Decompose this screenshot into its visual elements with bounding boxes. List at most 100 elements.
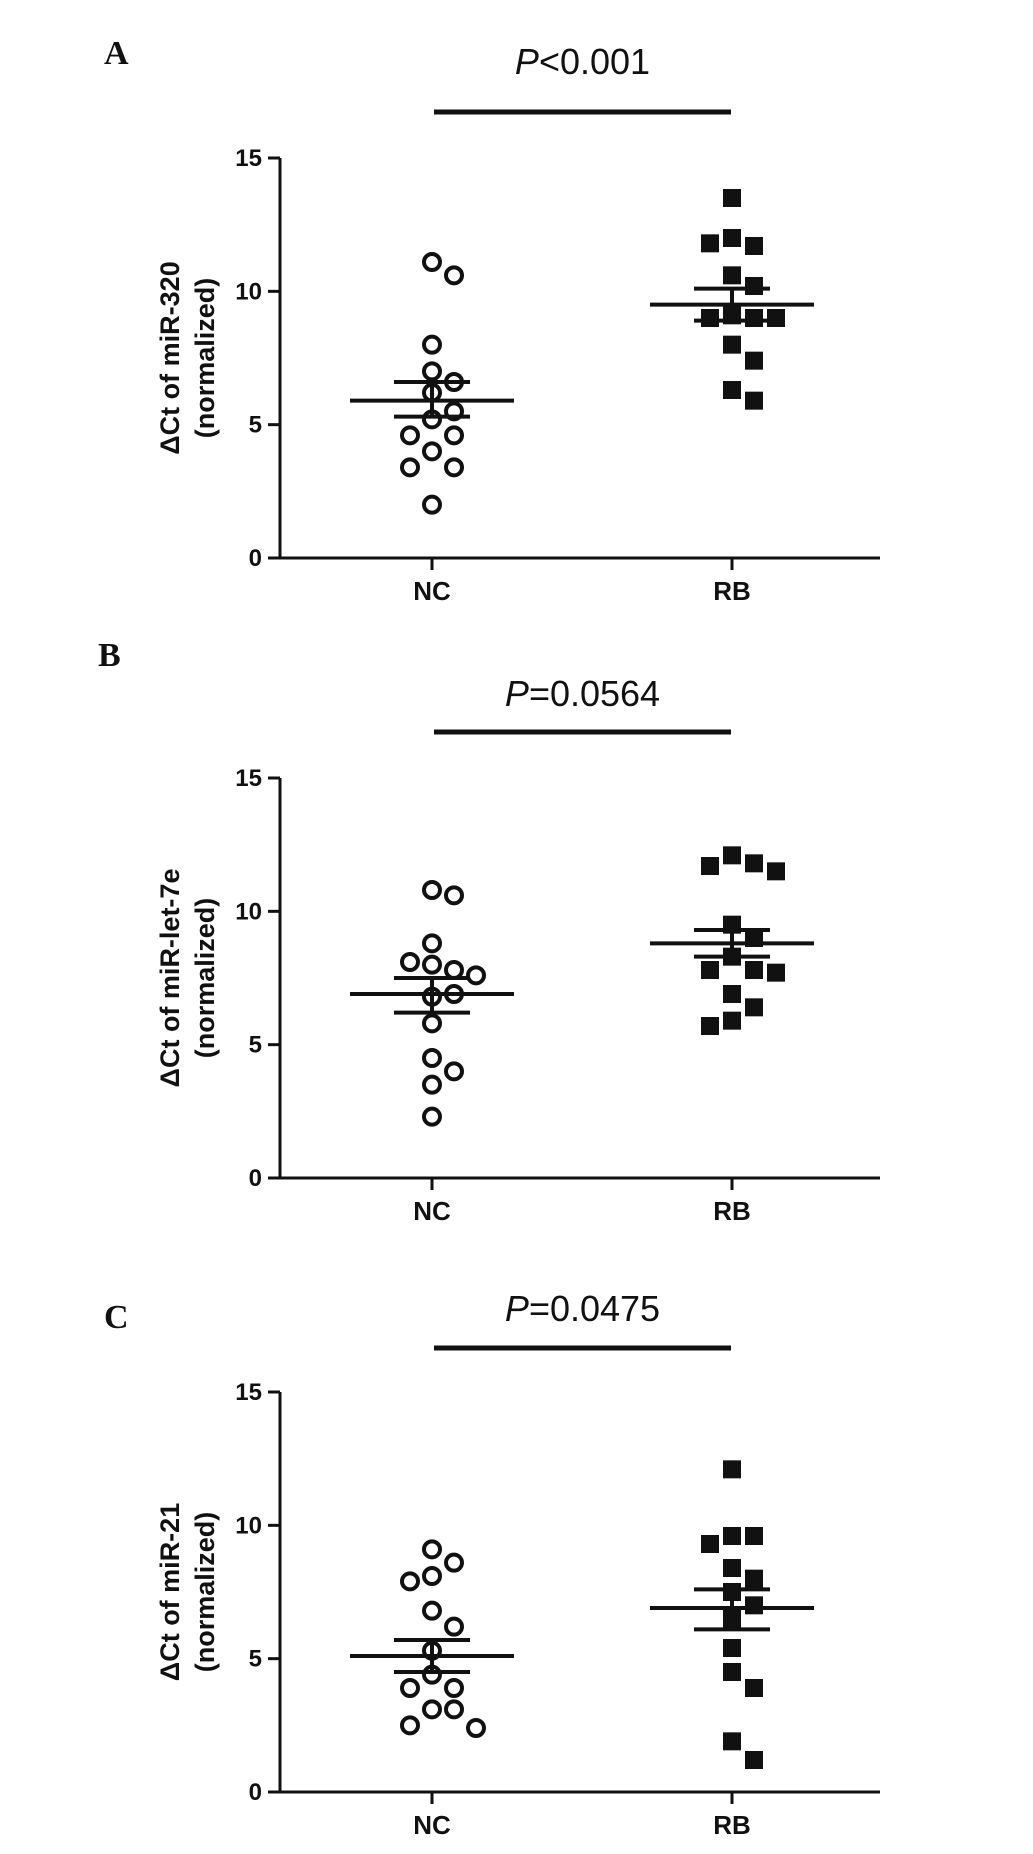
data-point-rb: [723, 266, 741, 285]
data-point-rb: [723, 1732, 741, 1751]
data-point-rb: [745, 1569, 763, 1588]
x-category-label: NC: [413, 576, 451, 606]
x-category-label: NC: [413, 1810, 451, 1840]
y-axis-title-line2: (normalized): [190, 278, 220, 439]
data-point-nc: [466, 965, 486, 986]
data-point-rb: [745, 1527, 763, 1545]
y-tick-label: 0: [249, 1165, 262, 1192]
data-point-rb: [723, 189, 741, 207]
data-point-rb: [745, 1751, 763, 1769]
p-value-symbol: P: [505, 673, 529, 714]
p-value-text: =0.0475: [529, 1288, 660, 1329]
data-point-rb: [745, 1596, 763, 1615]
data-point-rb: [701, 961, 719, 979]
y-tick-label: 0: [249, 1779, 262, 1806]
data-point-nc: [422, 494, 442, 515]
p-value-label: P=0.0475: [505, 1288, 660, 1329]
data-point-nc: [400, 457, 420, 478]
data-point-rb: [745, 351, 763, 370]
y-axis-title-line1: ΔCt of miR-320: [155, 261, 185, 454]
data-point-nc: [444, 265, 464, 286]
data-point-rb: [723, 846, 741, 865]
y-axis-title-line2: (normalized): [190, 1512, 220, 1673]
data-point-nc: [400, 425, 420, 446]
x-category-label: NC: [413, 1196, 451, 1226]
data-point-rb: [723, 1011, 741, 1030]
data-point-rb: [745, 309, 763, 327]
data-point-nc: [400, 952, 420, 972]
data-point-rb: [767, 309, 785, 327]
x-category-label: RB: [713, 1810, 751, 1840]
data-point-nc: [422, 1106, 442, 1127]
data-point-nc: [422, 334, 442, 355]
data-point-nc: [400, 1571, 420, 1592]
data-point-nc: [444, 885, 464, 906]
data-point-nc: [400, 1678, 420, 1698]
data-point-nc: [422, 1074, 442, 1095]
data-point-nc: [444, 960, 464, 980]
data-point-nc: [444, 1699, 464, 1720]
panel-a: A P<0.001 0 5 10 15 NC RB ΔCt of miR-320 (normali…: [104, 35, 880, 606]
data-point-rb: [723, 1639, 741, 1657]
y-tick-label: 5: [249, 412, 262, 439]
p-value-label: P<0.001: [515, 41, 650, 82]
data-point-rb: [767, 963, 785, 982]
y-tick-label: 15: [235, 765, 262, 792]
y-tick-label: 10: [235, 898, 262, 925]
data-point-rb: [767, 862, 785, 881]
data-point-rb: [745, 854, 763, 873]
panel-letter: C: [104, 1299, 129, 1336]
x-category-label: RB: [713, 576, 751, 606]
y-tick-label: 10: [235, 1512, 262, 1539]
data-point-nc: [422, 1699, 442, 1720]
data-point-rb: [745, 998, 763, 1017]
data-point-rb: [745, 1679, 763, 1697]
data-point-nc: [422, 1048, 442, 1068]
p-value-label: P=0.0564: [505, 673, 660, 714]
p-value-text: =0.0564: [529, 673, 660, 714]
data-point-nc: [422, 880, 442, 900]
p-value-symbol: P: [515, 41, 539, 82]
y-axis-title-line1: ΔCt of miR-21: [155, 1503, 185, 1681]
data-point-rb: [723, 335, 741, 354]
y-axis-title-line1: ΔCt of miR-let-7e: [155, 869, 185, 1088]
data-point-nc: [444, 457, 464, 478]
data-point-rb: [701, 857, 719, 875]
data-point-nc: [444, 1061, 464, 1082]
data-point-rb: [723, 381, 741, 399]
y-tick-label: 15: [235, 1379, 262, 1406]
data-point-rb: [745, 391, 763, 410]
data-point-rb: [723, 1527, 741, 1545]
panel-c: C P=0.0475 0 5 10 15 NC RB ΔCt of miR-21 (normali…: [104, 1288, 880, 1840]
data-point-nc: [422, 1013, 442, 1034]
data-point-rb: [701, 234, 719, 253]
x-category-label: RB: [713, 1196, 751, 1226]
data-point-rb: [723, 229, 741, 247]
data-point-nc: [422, 1600, 442, 1621]
data-point-nc: [444, 1552, 464, 1573]
data-point-nc: [466, 1718, 486, 1738]
data-point-nc: [422, 933, 442, 954]
p-value-text: <0.001: [539, 41, 650, 82]
data-point-rb: [701, 1535, 719, 1553]
data-point-nc: [444, 1616, 464, 1637]
y-tick-label: 5: [249, 1032, 262, 1059]
p-value-symbol: P: [505, 1288, 529, 1329]
data-point-nc: [400, 1715, 420, 1736]
y-tick-label: 5: [249, 1646, 262, 1673]
data-point-nc: [422, 361, 442, 382]
panel-b: B P=0.0564 0 5 10 15 NC RB ΔCt of miR-let-7e (nor…: [98, 637, 880, 1226]
data-point-nc: [444, 1678, 464, 1698]
y-tick-label: 15: [235, 145, 262, 172]
data-point-rb: [745, 237, 763, 255]
data-point-nc: [422, 1539, 442, 1560]
data-point-nc: [422, 252, 442, 272]
data-point-rb: [723, 1663, 741, 1681]
data-point-nc: [422, 954, 442, 975]
data-point-rb: [701, 1017, 719, 1035]
data-point-rb: [745, 277, 763, 295]
panel-letter: B: [98, 637, 121, 674]
panel-letter: A: [104, 35, 129, 72]
data-point-rb: [701, 309, 719, 327]
